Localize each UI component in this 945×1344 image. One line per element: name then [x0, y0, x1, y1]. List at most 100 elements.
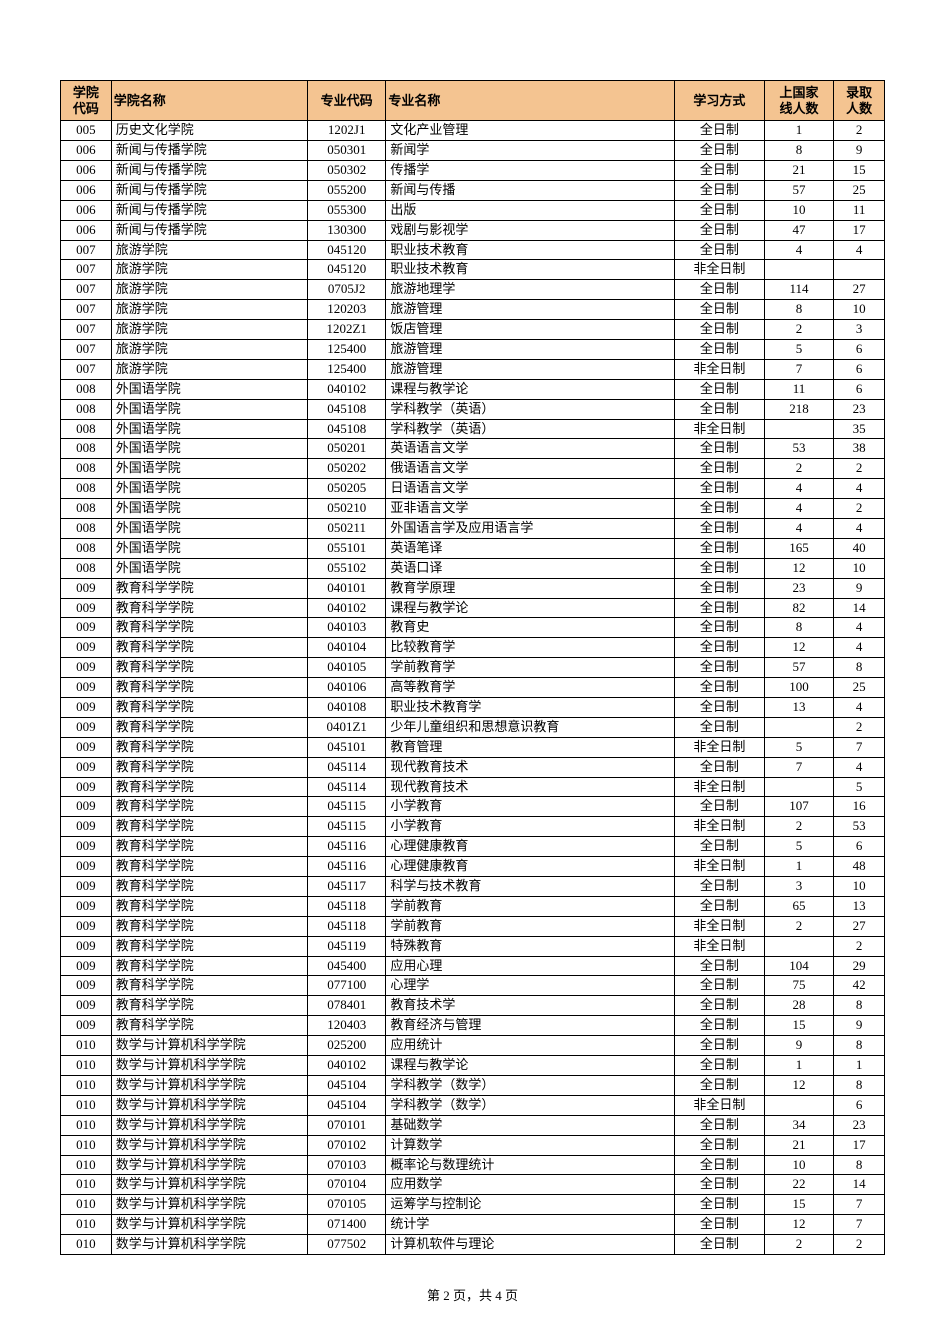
header-study_mode: 学习方式	[674, 81, 764, 121]
cell-college_code: 010	[61, 1215, 112, 1235]
cell-admit: 4	[834, 519, 885, 539]
cell-over_line: 4	[764, 240, 833, 260]
cell-college_code: 006	[61, 180, 112, 200]
cell-college_code: 010	[61, 1155, 112, 1175]
cell-major_code: 045116	[307, 857, 385, 877]
cell-over_line: 7	[764, 359, 833, 379]
cell-admit: 10	[834, 558, 885, 578]
table-row: 009教育科学学院045114现代教育技术非全日制5	[61, 777, 885, 797]
cell-major_code: 070102	[307, 1135, 385, 1155]
cell-study_mode: 全日制	[674, 618, 764, 638]
cell-admit: 11	[834, 200, 885, 220]
cell-major_name: 心理学	[386, 976, 675, 996]
cell-college_name: 教育科学学院	[111, 578, 307, 598]
cell-college_name: 数学与计算机科学学院	[111, 1075, 307, 1095]
cell-admit: 6	[834, 359, 885, 379]
cell-major_name: 旅游地理学	[386, 280, 675, 300]
cell-admit: 5	[834, 777, 885, 797]
cell-study_mode: 全日制	[674, 558, 764, 578]
table-row: 008外国语学院050205日语语言文学全日制44	[61, 479, 885, 499]
cell-college_name: 教育科学学院	[111, 598, 307, 618]
cell-admit: 9	[834, 1016, 885, 1036]
cell-study_mode: 全日制	[674, 141, 764, 161]
cell-over_line: 8	[764, 618, 833, 638]
cell-over_line: 2	[764, 320, 833, 340]
cell-college_name: 旅游学院	[111, 280, 307, 300]
cell-major_name: 小学教育	[386, 817, 675, 837]
cell-admit: 27	[834, 280, 885, 300]
cell-study_mode: 全日制	[674, 678, 764, 698]
cell-major_name: 运筹学与控制论	[386, 1195, 675, 1215]
cell-major_name: 计算机软件与理论	[386, 1235, 675, 1255]
cell-admit: 8	[834, 1155, 885, 1175]
cell-study_mode: 全日制	[674, 339, 764, 359]
cell-major_code: 045120	[307, 240, 385, 260]
cell-major_code: 050202	[307, 459, 385, 479]
cell-college_name: 教育科学学院	[111, 698, 307, 718]
cell-major_code: 025200	[307, 1036, 385, 1056]
cell-study_mode: 全日制	[674, 877, 764, 897]
cell-major_name: 外国语言学及应用语言学	[386, 519, 675, 539]
table-row: 008外国语学院050211外国语言学及应用语言学全日制44	[61, 519, 885, 539]
cell-over_line: 114	[764, 280, 833, 300]
cell-college_code: 009	[61, 638, 112, 658]
table-row: 008外国语学院050202俄语语言文学全日制22	[61, 459, 885, 479]
cell-over_line: 47	[764, 220, 833, 240]
cell-college_code: 008	[61, 439, 112, 459]
cell-study_mode: 全日制	[674, 439, 764, 459]
cell-major_code: 045116	[307, 837, 385, 857]
table-row: 009教育科学学院040108职业技术教育学全日制134	[61, 698, 885, 718]
cell-study_mode: 非全日制	[674, 817, 764, 837]
cell-major_code: 071400	[307, 1215, 385, 1235]
table-row: 008外国语学院050210亚非语言文学全日制42	[61, 499, 885, 519]
cell-major_code: 045114	[307, 777, 385, 797]
table-row: 009教育科学学院045118学前教育全日制6513	[61, 896, 885, 916]
table-row: 010数学与计算机科学学院070101基础数学全日制3423	[61, 1115, 885, 1135]
cell-major_code: 040103	[307, 618, 385, 638]
table-row: 009教育科学学院045117科学与技术教育全日制310	[61, 877, 885, 897]
cell-college_code: 008	[61, 479, 112, 499]
cell-over_line: 82	[764, 598, 833, 618]
cell-college_code: 008	[61, 419, 112, 439]
table-row: 006新闻与传播学院130300戏剧与影视学全日制4717	[61, 220, 885, 240]
cell-college_name: 旅游学院	[111, 300, 307, 320]
cell-college_code: 009	[61, 777, 112, 797]
cell-college_name: 教育科学学院	[111, 916, 307, 936]
cell-college_name: 外国语学院	[111, 439, 307, 459]
cell-college_name: 外国语学院	[111, 519, 307, 539]
cell-major_name: 学科教学（英语）	[386, 419, 675, 439]
cell-major_code: 040101	[307, 578, 385, 598]
cell-college_code: 006	[61, 141, 112, 161]
cell-major_code: 055101	[307, 538, 385, 558]
cell-college_code: 008	[61, 538, 112, 558]
cell-major_name: 计算数学	[386, 1135, 675, 1155]
cell-college_name: 旅游学院	[111, 339, 307, 359]
cell-study_mode: 全日制	[674, 797, 764, 817]
cell-college_name: 历史文化学院	[111, 121, 307, 141]
cell-major_code: 050201	[307, 439, 385, 459]
cell-over_line: 23	[764, 578, 833, 598]
cell-major_name: 新闻学	[386, 141, 675, 161]
cell-over_line: 57	[764, 658, 833, 678]
cell-major_name: 教育经济与管理	[386, 1016, 675, 1036]
cell-over_line: 165	[764, 538, 833, 558]
cell-study_mode: 全日制	[674, 598, 764, 618]
cell-college_name: 教育科学学院	[111, 956, 307, 976]
cell-study_mode: 全日制	[674, 956, 764, 976]
cell-study_mode: 非全日制	[674, 916, 764, 936]
cell-college_name: 教育科学学院	[111, 797, 307, 817]
cell-over_line: 1	[764, 121, 833, 141]
cell-major_code: 070103	[307, 1155, 385, 1175]
cell-over_line: 5	[764, 737, 833, 757]
cell-college_code: 007	[61, 359, 112, 379]
cell-major_code: 040105	[307, 658, 385, 678]
cell-major_code: 070101	[307, 1115, 385, 1135]
table-row: 006新闻与传播学院055200新闻与传播全日制5725	[61, 180, 885, 200]
table-row: 010数学与计算机科学学院070104应用数学全日制2214	[61, 1175, 885, 1195]
page-indicator: 第 2 页，共 4 页	[60, 1285, 885, 1304]
cell-admit: 23	[834, 1115, 885, 1135]
cell-college_name: 旅游学院	[111, 240, 307, 260]
cell-study_mode: 全日制	[674, 519, 764, 539]
cell-college_name: 数学与计算机科学学院	[111, 1056, 307, 1076]
cell-admit: 29	[834, 956, 885, 976]
